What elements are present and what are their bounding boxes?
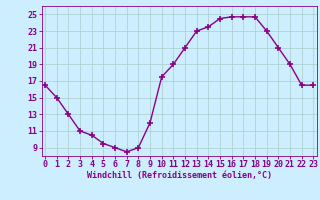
X-axis label: Windchill (Refroidissement éolien,°C): Windchill (Refroidissement éolien,°C) xyxy=(87,171,272,180)
